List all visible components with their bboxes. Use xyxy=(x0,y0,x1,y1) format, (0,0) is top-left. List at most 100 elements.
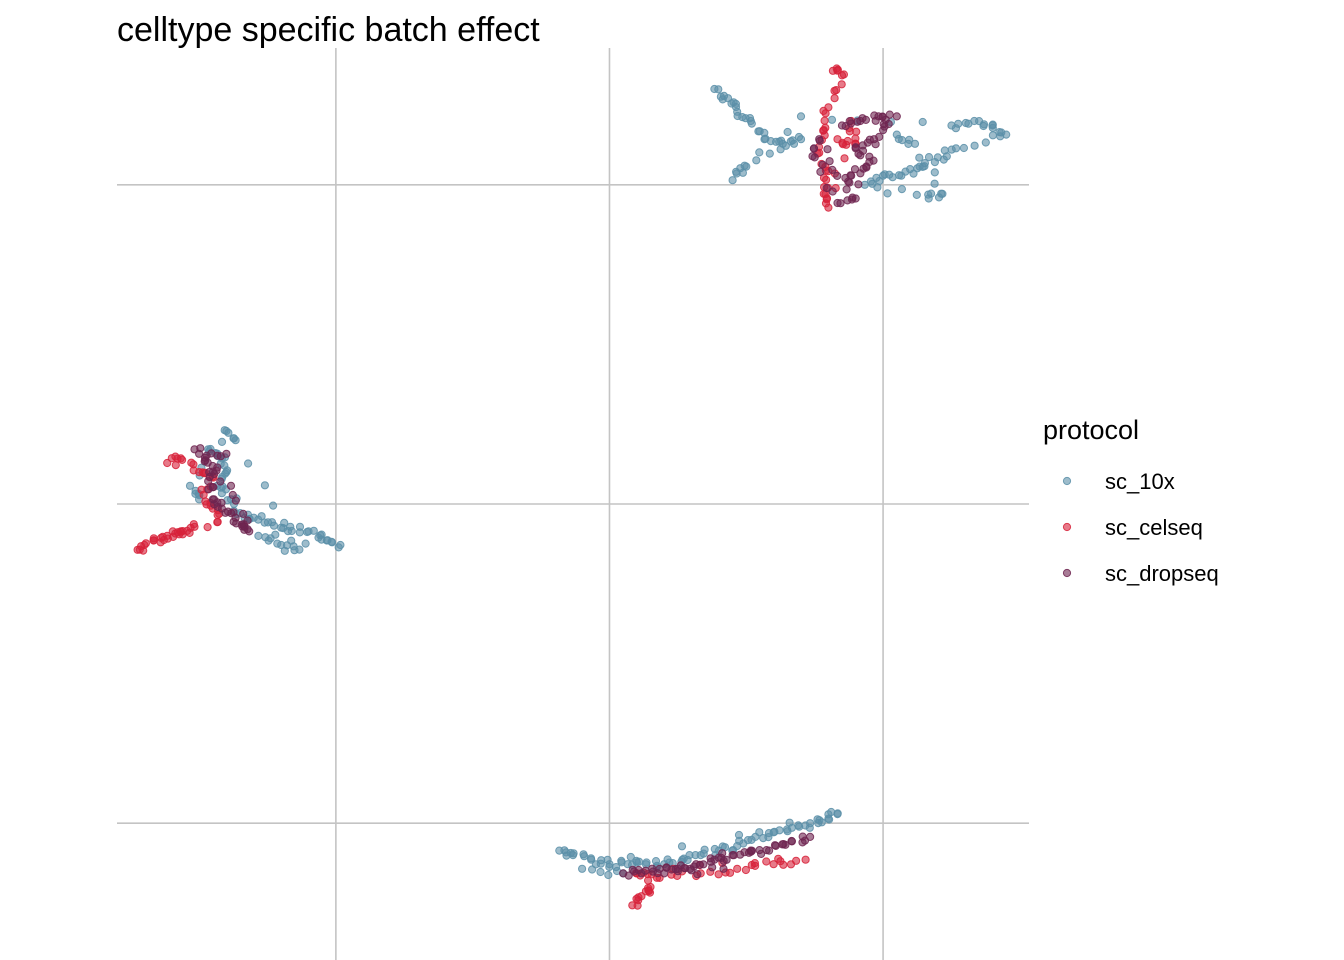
point-sc_dropseq-0-10-1 xyxy=(818,160,827,169)
point-sc_celseq-0-7 xyxy=(824,203,833,212)
point-sc_10x-0-15-2 xyxy=(924,153,934,162)
point-sc_celseq-2-8-1 xyxy=(774,854,783,863)
point-sc_10x-1-14-4 xyxy=(244,459,253,468)
point-sc_dropseq-1-10 xyxy=(222,449,231,458)
point-sc_celseq-2-7 xyxy=(769,860,778,869)
point-sc_dropseq-2-11-1 xyxy=(671,865,680,874)
point-sc_celseq-0-1-1 xyxy=(837,80,846,89)
point-sc_dropseq-0-5-3 xyxy=(856,151,865,160)
point-sc_celseq-1-6 xyxy=(213,518,222,527)
point-sc_10x-0-21-1 xyxy=(930,179,939,188)
point-sc_celseq-2-8-2 xyxy=(747,860,756,870)
legend-title: protocol xyxy=(1043,415,1139,445)
point-sc_dropseq-2-10 xyxy=(806,832,815,842)
point-sc_celseq-1-10-2 xyxy=(171,529,180,538)
point-sc_10x-0-10-2 xyxy=(954,119,963,128)
point-sc_dropseq-1-9-1 xyxy=(196,444,205,453)
point-sc_10x-1-7-4 xyxy=(280,518,289,528)
point-sc_10x-0-21-4 xyxy=(915,153,924,162)
point-sc_10x-0-6-4 xyxy=(752,156,761,165)
point-sc_celseq-2-2-1 xyxy=(644,883,653,893)
point-sc_celseq-1-10-4 xyxy=(149,536,158,545)
point-sc_10x-1-14 xyxy=(295,545,304,554)
point-sc_celseq-0-7-3 xyxy=(840,154,849,163)
point-sc_10x-0-22-2 xyxy=(904,139,913,148)
point-sc_10x-1-8-3 xyxy=(295,528,304,537)
point-sc_celseq-1-1-1 xyxy=(178,455,187,464)
point-sc_dropseq-2-11-4 xyxy=(708,863,717,872)
point-sc_10x-2-8-2 xyxy=(700,845,709,854)
point-sc_dropseq-2-9-1 xyxy=(787,836,796,846)
point-sc_10x-2-17 xyxy=(578,864,587,873)
point-sc_celseq-2-8 xyxy=(801,855,810,864)
point-sc_10x-0-8 xyxy=(728,176,737,185)
point-sc_celseq-1-10 xyxy=(190,522,199,531)
point-sc_10x-2-15-2 xyxy=(825,815,834,824)
point-sc_10x-0-2-3 xyxy=(738,113,747,122)
point-sc_10x-0-13 xyxy=(1002,130,1011,139)
point-sc_10x-0-9-1 xyxy=(827,115,837,124)
point-sc_10x-2-16-1 xyxy=(785,818,794,827)
point-sc_10x-0-6-2 xyxy=(776,145,785,154)
point-sc_dropseq-0-10-2 xyxy=(816,167,825,176)
point-sc_celseq-1-11-2 xyxy=(141,539,150,548)
legend-label-sc_10x: sc_10x xyxy=(1105,469,1175,494)
point-sc_dropseq-0-11-1 xyxy=(836,199,845,208)
point-sc_dropseq-0-9-3 xyxy=(809,144,819,153)
point-sc_dropseq-1-7-4 xyxy=(228,490,237,500)
point-sc_dropseq-1-7 xyxy=(245,527,254,536)
point-sc_10x-1-16 xyxy=(222,426,231,436)
point-sc_celseq-0-0-3 xyxy=(833,65,843,74)
point-sc_10x-0-8-3 xyxy=(772,137,781,146)
point-sc_celseq-2-1 xyxy=(637,892,646,901)
point-sc_dropseq-1-8 xyxy=(226,481,236,490)
point-sc_10x-0-8-4 xyxy=(783,127,792,137)
point-sc_10x-0-15-1 xyxy=(930,158,940,167)
point-sc_celseq-1-10-3 xyxy=(157,533,166,543)
point-sc_celseq-0-2-3 xyxy=(820,116,829,125)
point-sc_10x-0-13-2 xyxy=(981,138,990,147)
point-sc_10x-2-17-3 xyxy=(604,870,613,880)
point-sc_dropseq-2-11-3 xyxy=(693,870,702,879)
point-sc_10x-2-9-2 xyxy=(718,842,727,851)
point-sc_10x-1-17 xyxy=(185,481,195,490)
point-sc_10x-1-16-1 xyxy=(217,437,227,446)
point-sc_10x-2-5-1 xyxy=(642,858,651,867)
point-sc_10x-2-17-2 xyxy=(596,867,605,877)
point-sc_dropseq-0-10-4 xyxy=(828,187,837,196)
point-sc_celseq-0-5-2 xyxy=(822,175,831,184)
point-sc_10x-0-6-1 xyxy=(786,137,795,146)
point-sc_10x-0-19-1 xyxy=(873,183,882,192)
legend: protocol sc_10x sc_celseq sc_dropseq xyxy=(1043,415,1219,586)
point-sc_10x-2-14-4 xyxy=(817,818,826,827)
chart-title: celltype specific batch effect xyxy=(117,11,540,49)
point-sc_dropseq-0-10-3 xyxy=(822,183,831,193)
point-sc_10x-0-10-4 xyxy=(961,118,970,128)
point-sc_dropseq-0-12-3 xyxy=(869,156,878,165)
point-sc_dropseq-0-1-2 xyxy=(861,115,871,125)
point-sc_dropseq-0-4-2 xyxy=(865,135,874,144)
point-sc_celseq-2-7-2 xyxy=(779,860,788,869)
point-sc_10x-1-12 xyxy=(254,531,263,541)
point-sc_10x-0-11-3 xyxy=(979,121,988,131)
scatter-points xyxy=(133,64,1011,910)
point-sc_10x-1-15-2 xyxy=(229,434,238,443)
point-sc_10x-0-23 xyxy=(892,130,901,139)
point-sc_10x-1-14-2 xyxy=(269,501,278,510)
point-sc_10x-0-19-3 xyxy=(897,185,907,194)
point-sc_10x-0-14-1 xyxy=(947,145,956,154)
point-sc_celseq-1-12 xyxy=(135,545,144,554)
point-sc_dropseq-0-8-2 xyxy=(828,165,837,174)
point-sc_dropseq-0-3 xyxy=(892,112,901,121)
point-sc_dropseq-2-11 xyxy=(660,869,669,878)
legend-key-sc_10x xyxy=(1062,476,1072,486)
point-sc_10x-0-12-1 xyxy=(988,123,997,133)
point-sc_celseq-2-6-1 xyxy=(741,865,751,875)
point-sc_10x-2-2 xyxy=(587,855,596,864)
point-sc_10x-0-7-4 xyxy=(732,169,741,178)
point-sc_dropseq-0-12-2 xyxy=(862,163,871,172)
point-sc_10x-2-16-2 xyxy=(734,830,744,840)
point-sc_10x-2-4-4 xyxy=(634,857,644,866)
point-sc_dropseq-2-8-2 xyxy=(771,841,780,851)
point-sc_10x-1-11-1 xyxy=(317,535,326,544)
